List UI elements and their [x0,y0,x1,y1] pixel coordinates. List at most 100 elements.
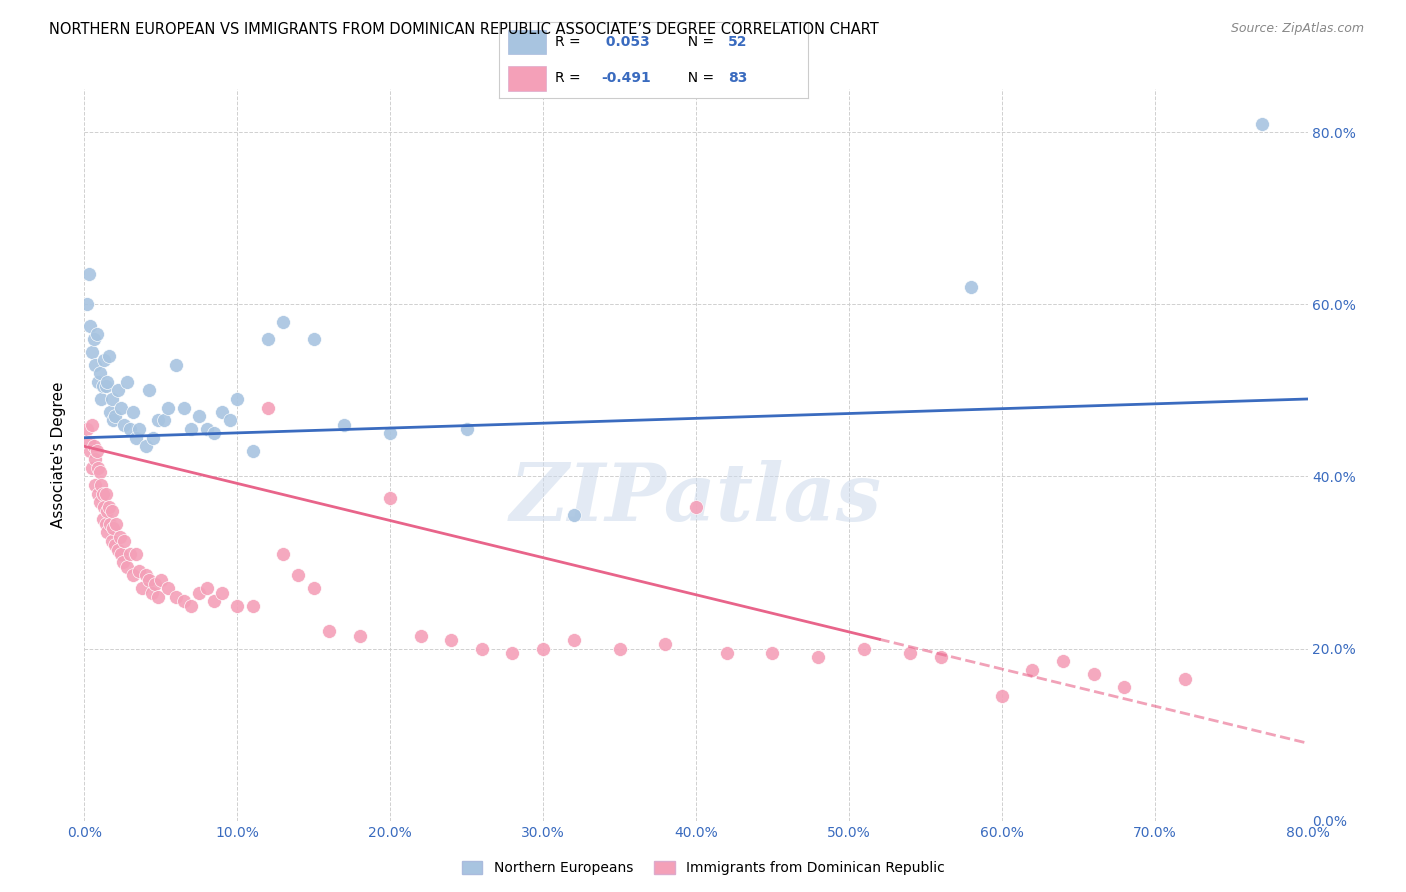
Point [211,585,233,599]
Point [80,417,103,432]
Point [91,486,114,500]
Point [242,599,264,613]
Point [991,689,1014,703]
Point [562,632,585,647]
Point [135,439,157,453]
Point [138,384,160,398]
Point [84,452,107,467]
Point [471,641,494,656]
Point [180,599,202,613]
Point [173,594,195,608]
Point [120,422,142,436]
Point [97,500,120,514]
Point [157,582,180,596]
Point [84,358,107,372]
Point [90,478,112,492]
Point [86,327,108,342]
Point [87,375,110,389]
Point [257,332,280,346]
Point [128,564,150,578]
Point [146,590,169,604]
Point [456,422,478,436]
Text: N =: N = [679,71,718,86]
Point [1083,667,1105,681]
Point [716,646,738,660]
Text: R =: R = [555,71,585,86]
Point [122,568,145,582]
Point [188,585,211,599]
Point [98,516,121,531]
Point [409,629,432,643]
Legend: Northern Europeans, Immigrants from Dominican Republic: Northern Europeans, Immigrants from Domi… [456,855,950,880]
Point [562,508,585,523]
Point [96,504,118,518]
Point [271,314,294,328]
Point [107,542,129,557]
Point [195,422,218,436]
Point [202,594,225,608]
Point [135,568,157,582]
Point [1021,663,1043,677]
Point [153,413,176,427]
Point [89,366,111,380]
Point [101,504,124,518]
Point [138,573,160,587]
Point [89,495,111,509]
Point [853,641,876,656]
Point [380,426,402,441]
Point [807,650,830,665]
Point [211,405,233,419]
Point [86,443,108,458]
Point [101,533,124,548]
Point [202,426,225,441]
Point [165,358,187,372]
Text: R =: R = [555,35,585,49]
Point [302,332,325,346]
Point [76,422,98,436]
Point [91,379,114,393]
Text: NORTHERN EUROPEAN VS IMMIGRANTS FROM DOMINICAN REPUBLIC ASSOCIATE’S DEGREE CORRE: NORTHERN EUROPEAN VS IMMIGRANTS FROM DOM… [49,22,879,37]
Point [104,409,127,424]
Point [188,409,211,424]
Point [96,525,118,540]
Point [685,500,707,514]
Point [195,582,218,596]
Point [141,585,163,599]
Point [142,431,165,445]
Point [79,443,101,458]
Text: 83: 83 [728,71,748,86]
Point [84,478,107,492]
Point [112,417,135,432]
Point [101,392,124,406]
Point [271,547,294,561]
Text: ZIPatlas: ZIPatlas [510,460,882,538]
Point [94,379,117,393]
Point [76,297,98,311]
Point [287,568,309,582]
Point [654,637,676,651]
Point [91,512,114,526]
Point [149,573,172,587]
Point [257,401,280,415]
Point [609,641,631,656]
Text: N =: N = [679,35,718,49]
Point [131,582,153,596]
Point [120,547,142,561]
Point [77,435,100,450]
Y-axis label: Associate's Degree: Associate's Degree [51,382,66,528]
Point [302,582,325,596]
Point [180,422,202,436]
Point [110,401,132,415]
Point [87,486,110,500]
Text: 0.053: 0.053 [602,35,650,49]
Point [93,500,115,514]
Point [80,460,103,475]
Point [165,590,187,604]
Point [157,401,180,415]
Point [761,646,783,660]
Point [108,530,131,544]
Point [960,280,983,294]
Point [103,413,125,427]
Point [502,646,524,660]
Point [1174,672,1197,686]
